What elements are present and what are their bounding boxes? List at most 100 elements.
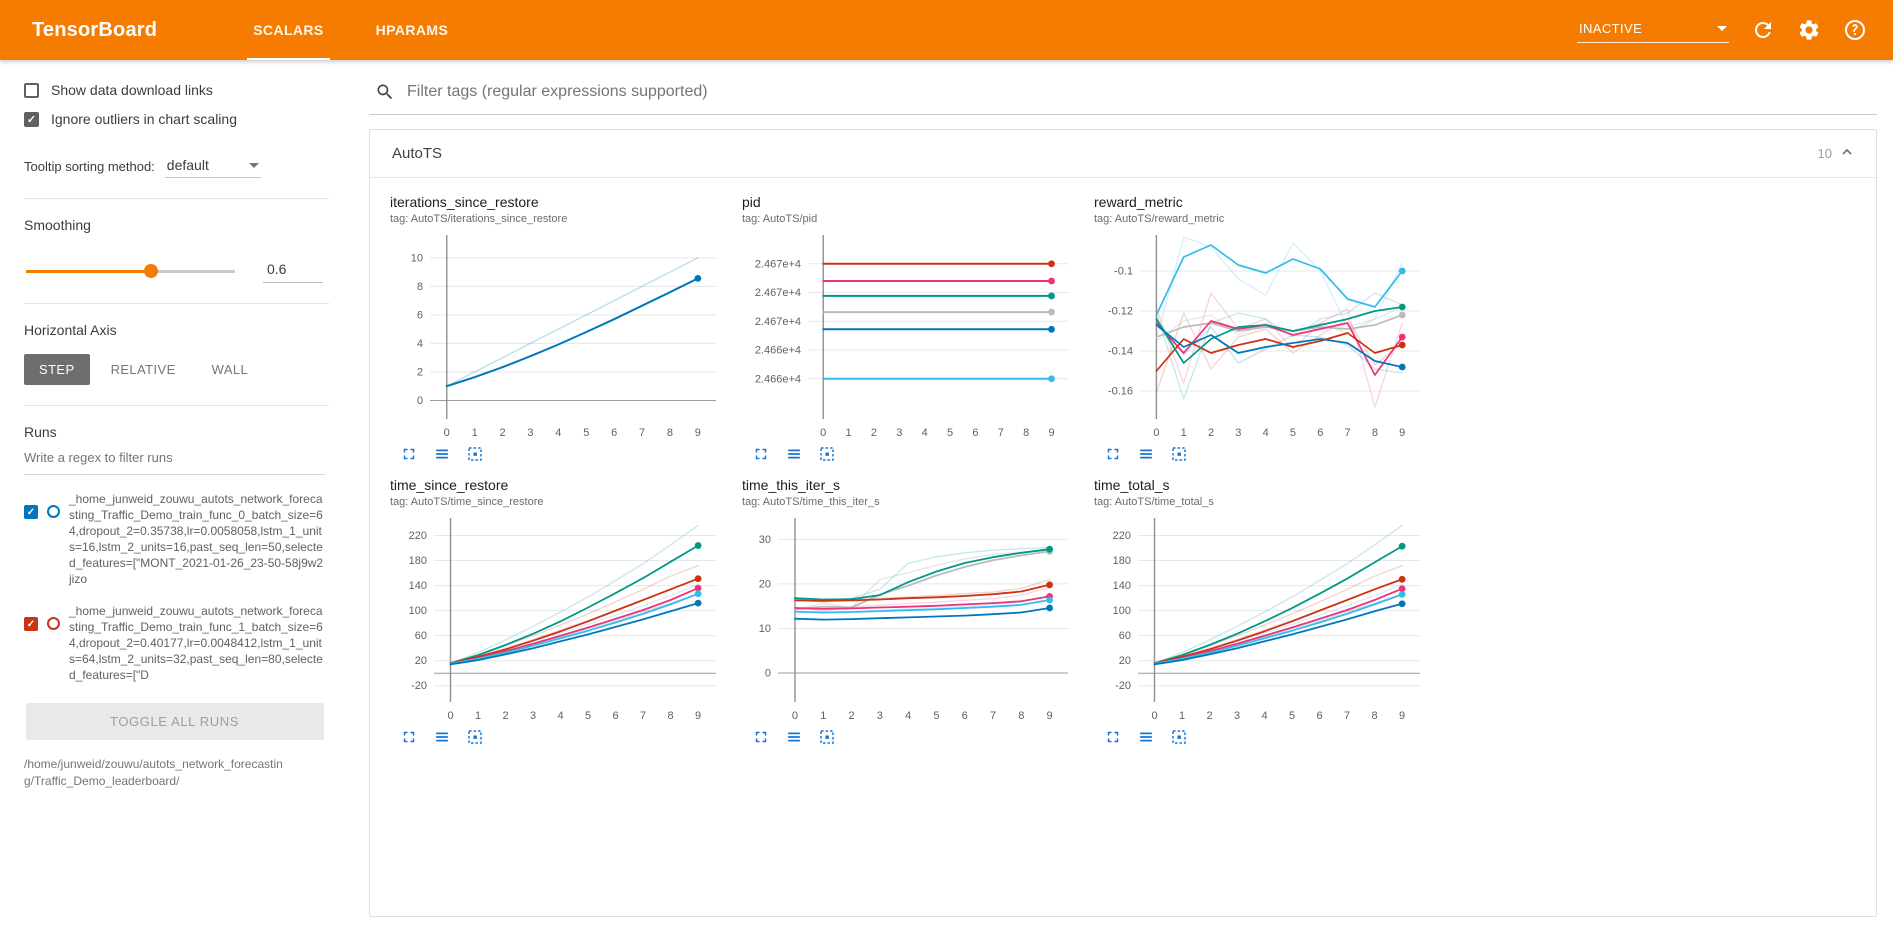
tag-filter-row [369, 78, 1877, 115]
expand-chart-icon[interactable] [1104, 728, 1122, 746]
svg-text:2: 2 [848, 710, 854, 722]
run-checkbox[interactable] [24, 505, 38, 519]
svg-text:1: 1 [1181, 427, 1187, 439]
show-download-links-checkbox[interactable] [24, 82, 39, 98]
runs-filter-input[interactable] [24, 440, 325, 475]
chart-tag: tag: AutoTS/time_this_iter_s [742, 496, 880, 508]
svg-text:5: 5 [947, 427, 953, 439]
axis-option-wall[interactable]: WALL [211, 362, 249, 377]
chart-plot[interactable]: 2.467e+4 2.467e+4 2.467e+4 2.466e+4 2.466e+4… [742, 229, 1078, 443]
expand-chart-icon[interactable] [400, 445, 418, 463]
svg-text:7: 7 [1344, 710, 1350, 722]
fit-domain-icon[interactable] [818, 445, 836, 463]
svg-text:-0.14: -0.14 [1108, 346, 1133, 358]
svg-text:0: 0 [444, 427, 450, 439]
svg-text:2: 2 [1208, 427, 1214, 439]
help-icon[interactable] [1843, 18, 1867, 42]
svg-text:3: 3 [877, 710, 883, 722]
svg-text:9: 9 [1399, 710, 1405, 722]
chart-tile: iterations_since_restore tag: AutoTS/ite… [390, 194, 742, 463]
gear-icon[interactable] [1797, 18, 1821, 42]
svg-text:0: 0 [1151, 710, 1157, 722]
chart-title: time_total_s [1094, 477, 1170, 493]
fit-domain-icon[interactable] [818, 728, 836, 746]
svg-text:4: 4 [1261, 710, 1267, 722]
chart-title: time_this_iter_s [742, 477, 841, 493]
fit-domain-icon[interactable] [466, 445, 484, 463]
svg-text:220: 220 [409, 530, 427, 542]
svg-text:1: 1 [1179, 710, 1185, 722]
svg-text:5: 5 [1289, 710, 1295, 722]
svg-text:6: 6 [1317, 710, 1323, 722]
ignore-outliers-label: Ignore outliers in chart scaling [51, 111, 237, 127]
chart-title: pid [742, 194, 761, 210]
chart-plot[interactable]: -20 20 60 100 140 180 220 0 1 2 3 4 5 6 7 8 9 [1094, 512, 1430, 726]
svg-text:1: 1 [820, 710, 826, 722]
svg-text:6: 6 [417, 309, 423, 321]
chart-plot[interactable]: 0 10 20 30 0 1 2 3 4 5 6 7 8 9 [742, 512, 1078, 726]
svg-text:2.467e+4: 2.467e+4 [755, 258, 801, 270]
svg-text:0: 0 [417, 395, 423, 407]
lines-icon[interactable] [433, 728, 451, 746]
expand-chart-icon[interactable] [400, 728, 418, 746]
status-dropdown[interactable]: INACTIVE [1577, 17, 1729, 43]
svg-text:5: 5 [585, 710, 591, 722]
lines-icon[interactable] [1137, 445, 1155, 463]
axis-option-relative[interactable]: RELATIVE [110, 362, 176, 377]
svg-text:6: 6 [972, 427, 978, 439]
chart-tile: time_this_iter_s tag: AutoTS/time_this_i… [742, 477, 1094, 746]
fit-domain-icon[interactable] [1170, 728, 1188, 746]
smoothing-slider-fill [26, 269, 152, 273]
expand-chart-icon[interactable] [1104, 445, 1122, 463]
group-header[interactable]: AutoTS 10 [370, 130, 1876, 178]
lines-icon[interactable] [785, 728, 803, 746]
svg-text:6: 6 [962, 710, 968, 722]
chart-toolbar [742, 728, 1094, 746]
chevron-up-icon[interactable] [1840, 145, 1854, 162]
svg-text:4: 4 [922, 427, 928, 439]
show-download-links-label: Show data download links [51, 82, 213, 98]
svg-text:2.466e+4: 2.466e+4 [755, 345, 801, 357]
show-download-links-row[interactable]: Show data download links [24, 82, 325, 98]
smoothing-slider-thumb[interactable] [144, 264, 159, 278]
lines-icon[interactable] [1137, 728, 1155, 746]
divider [24, 405, 329, 406]
run-radio[interactable] [47, 505, 60, 518]
svg-text:9: 9 [695, 427, 701, 439]
smoothing-value[interactable]: 0.6 [263, 259, 323, 283]
chart-toolbar [742, 445, 1094, 463]
lines-icon[interactable] [433, 445, 451, 463]
run-radio[interactable] [47, 617, 60, 630]
run-checkbox[interactable] [24, 617, 38, 631]
tooltip-sorting-select[interactable]: default [164, 155, 261, 178]
fit-domain-icon[interactable] [1170, 445, 1188, 463]
toggle-all-runs-button[interactable]: TOGGLE ALL RUNS [25, 703, 324, 740]
charts-grid: iterations_since_restore tag: AutoTS/ite… [370, 178, 1876, 762]
tab-hparams[interactable]: HPARAMS [375, 22, 449, 38]
autots-group-card: AutoTS 10 iterations_since_restore tag: … [369, 129, 1877, 917]
refresh-icon[interactable] [1751, 18, 1775, 42]
fit-domain-icon[interactable] [466, 728, 484, 746]
svg-text:7: 7 [998, 427, 1004, 439]
search-icon [375, 82, 395, 102]
tooltip-sorting-label: Tooltip sorting method: [24, 159, 155, 174]
expand-chart-icon[interactable] [752, 445, 770, 463]
smoothing-slider[interactable] [26, 264, 235, 278]
tag-filter-input[interactable] [407, 83, 1871, 101]
chart-plot[interactable]: -20 20 60 100 140 180 220 0 1 2 3 4 5 6 7 8 9 [390, 512, 726, 726]
sidebar: Show data download links Ignore outliers… [0, 60, 345, 929]
axis-option-step[interactable]: STEP [24, 354, 90, 385]
ignore-outliers-checkbox[interactable] [24, 111, 39, 127]
tab-scalars[interactable]: SCALARS [227, 0, 349, 60]
svg-text:2: 2 [499, 427, 505, 439]
expand-chart-icon[interactable] [752, 728, 770, 746]
svg-text:3: 3 [530, 710, 536, 722]
svg-text:180: 180 [1113, 555, 1131, 567]
svg-text:7: 7 [640, 710, 646, 722]
lines-icon[interactable] [785, 445, 803, 463]
chart-plot[interactable]: -0.1 -0.12 -0.14 -0.16 0 1 2 3 4 5 6 7 8 9 [1094, 229, 1430, 443]
chart-plot[interactable]: 0 2 4 6 8 10 0 1 2 3 4 5 6 7 8 9 [390, 229, 726, 443]
svg-text:8: 8 [1018, 710, 1024, 722]
svg-text:-20: -20 [1115, 680, 1131, 692]
ignore-outliers-row[interactable]: Ignore outliers in chart scaling [24, 111, 325, 127]
